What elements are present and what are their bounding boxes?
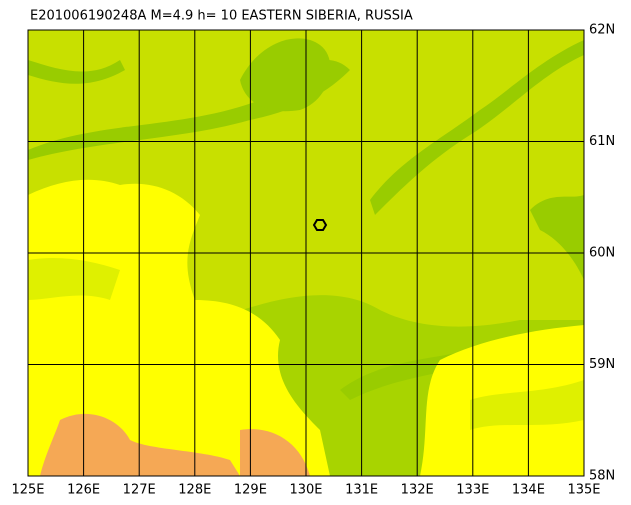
- map-title: E201006190248A M=4.9 h= 10 EASTERN SIBER…: [30, 9, 413, 24]
- lon-label: 132E: [401, 483, 434, 498]
- lon-label: 134E: [512, 483, 545, 498]
- lon-label: 126E: [67, 483, 100, 498]
- lon-label: 127E: [123, 483, 156, 498]
- lon-label: 133E: [456, 483, 489, 498]
- lat-label: 59N: [589, 357, 615, 372]
- lon-label: 129E: [234, 483, 267, 498]
- lat-label: 58N: [589, 469, 615, 484]
- lon-label: 130E: [289, 483, 322, 498]
- lon-label: 128E: [178, 483, 211, 498]
- lon-labels: 125E 126E 127E 128E 129E 130E 131E 132E 133E 134E…: [11, 483, 600, 498]
- lat-label: 61N: [589, 134, 615, 149]
- lon-label: 131E: [345, 483, 378, 498]
- lat-labels: 62N 61N 60N 59N 58N: [589, 23, 615, 484]
- lon-label: 135E: [567, 483, 600, 498]
- graticule: [27, 29, 585, 477]
- lat-label: 62N: [589, 23, 615, 38]
- lat-label: 60N: [589, 246, 615, 261]
- lon-label: 125E: [11, 483, 44, 498]
- epicenter-marker: [312, 219, 328, 231]
